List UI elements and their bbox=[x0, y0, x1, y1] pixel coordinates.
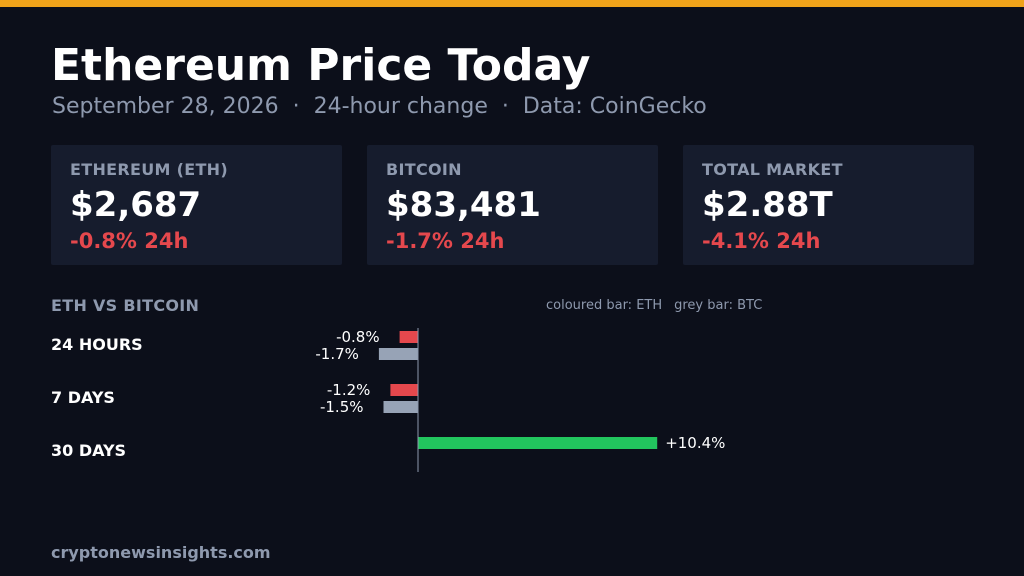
category-label: 7 DAYS bbox=[51, 388, 115, 407]
card-change: -1.7% 24h bbox=[386, 229, 505, 253]
subtitle-separator: · bbox=[501, 94, 509, 119]
category-label: 30 DAYS bbox=[51, 441, 126, 460]
chart-legend: coloured bar: ETH grey bar: BTC bbox=[546, 298, 762, 313]
footer-site: cryptonewsinsights.com bbox=[51, 543, 271, 562]
btc-value-label: -1.7% bbox=[315, 345, 359, 363]
eth-bar bbox=[399, 331, 418, 343]
legend-eth: coloured bar: ETH bbox=[546, 298, 663, 313]
eth-value-label: -0.8% bbox=[336, 328, 380, 346]
category-label: 24 HOURS bbox=[51, 335, 143, 354]
card-change: -4.1% 24h bbox=[702, 229, 821, 253]
card-total-market: TOTAL MARKET $2.88T -4.1% 24h bbox=[683, 145, 974, 265]
card-label: TOTAL MARKET bbox=[702, 160, 843, 179]
btc-value-label: -1.5% bbox=[320, 398, 364, 416]
top-accent-bar bbox=[0, 0, 1024, 7]
eth-bar bbox=[390, 384, 418, 396]
card-label: BITCOIN bbox=[386, 160, 462, 179]
eth-value-label: +10.4% bbox=[665, 434, 725, 452]
card-change: -0.8% 24h bbox=[70, 229, 189, 253]
subtitle-period: 24-hour change bbox=[313, 94, 488, 119]
subtitle-date: September 28, 2026 bbox=[52, 94, 279, 119]
card-value: $83,481 bbox=[386, 185, 541, 225]
eth-bar bbox=[418, 437, 658, 449]
btc-bar bbox=[383, 401, 418, 413]
eth-value-label: -1.2% bbox=[327, 381, 371, 399]
card-bitcoin: BITCOIN $83,481 -1.7% 24h bbox=[367, 145, 658, 265]
card-label: ETHEREUM (ETH) bbox=[70, 160, 228, 179]
card-ethereum: ETHEREUM (ETH) $2,687 -0.8% 24h bbox=[51, 145, 342, 265]
card-value: $2.88T bbox=[702, 185, 833, 225]
page-title: Ethereum Price Today bbox=[51, 40, 591, 91]
card-value: $2,687 bbox=[70, 185, 202, 225]
subtitle-source: Data: CoinGecko bbox=[522, 94, 707, 119]
legend-btc: grey bar: BTC bbox=[674, 298, 763, 313]
btc-bar bbox=[378, 348, 418, 360]
subtitle-separator: · bbox=[292, 94, 300, 119]
page-subtitle: September 28, 2026 · 24-hour change · Data: … bbox=[52, 94, 707, 119]
comparison-title: ETH VS BITCOIN bbox=[51, 296, 200, 315]
